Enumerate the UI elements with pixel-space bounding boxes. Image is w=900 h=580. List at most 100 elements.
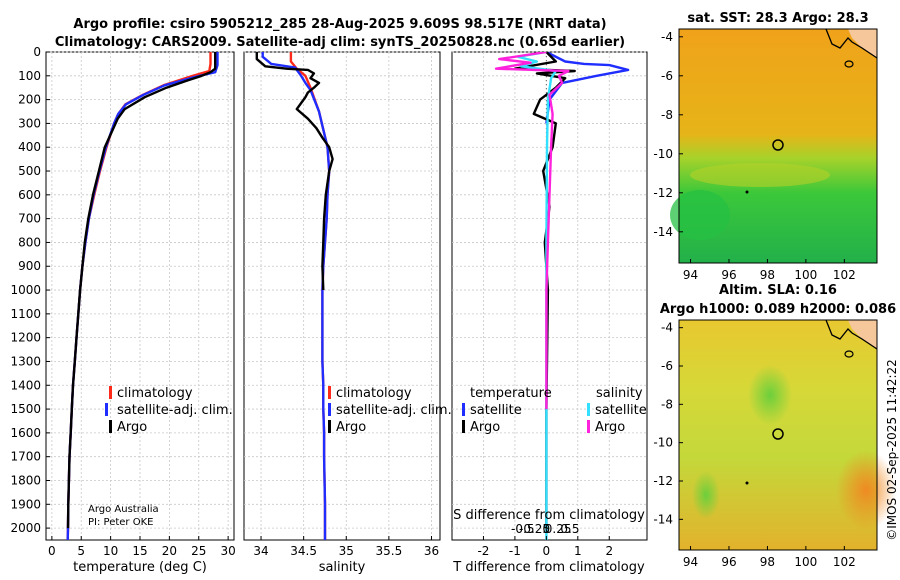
- map-y-tick-label: -6: [661, 359, 673, 373]
- y-tick-label: 1800: [10, 473, 41, 487]
- map-y-tick-label: -4: [661, 30, 673, 44]
- x-tick-label: 25: [191, 544, 206, 558]
- x-tick-label: 0: [543, 544, 551, 558]
- series-line-salinity-satellite: [516, 52, 557, 540]
- y-tick-label: 1300: [10, 354, 41, 368]
- y-tick-label: 1200: [10, 331, 41, 345]
- map-x-tick-label: 96: [721, 268, 736, 282]
- salinity-legend: climatology satellite-adj. clim. Argo: [328, 386, 452, 435]
- legend-satellite: satellite-adj. clim.: [117, 403, 233, 418]
- x-tick-label: 1: [574, 544, 582, 558]
- salinity-ticks: 34 34.5 35 35.5 36: [253, 536, 439, 558]
- y-tick-label: 900: [18, 259, 41, 273]
- sst-map-title: sat. SST: 28.3 Argo: 28.3: [687, 11, 868, 26]
- x-tick-label: 5: [77, 544, 85, 558]
- y-tick-label: 600: [18, 188, 41, 202]
- map-y-tick-label: -10: [653, 147, 673, 161]
- sla-map-title-line2: Argo h1000: 0.089 h2000: 0.086: [660, 302, 896, 317]
- legend-sal-satellite: satellite: [595, 403, 647, 418]
- imos-watermark: ©IMOS 02-Sep-2025 11:42:22: [885, 359, 899, 541]
- x-tick-label: 10: [103, 544, 118, 558]
- temperature-ticks: 0 5 10 15 20 25 30: [48, 536, 236, 558]
- legend-swatch-satellite: [328, 403, 331, 416]
- temperature-grid: [46, 51, 234, 540]
- map-x-tick-label: 98: [760, 268, 775, 282]
- x-tick-label: -1: [509, 544, 521, 558]
- argo-float-marker: [772, 139, 784, 151]
- x-tick-label: 35: [339, 544, 354, 558]
- map-y-tick-label: -12: [653, 474, 673, 488]
- map-x-tick-label: 100: [794, 555, 817, 569]
- temperature-lines: [66, 52, 219, 540]
- map-y-tick-label: -14: [653, 512, 673, 526]
- legend-header-temperature: temperature: [470, 386, 552, 401]
- map-x-tick-label: 98: [760, 555, 775, 569]
- coastline: [825, 319, 878, 350]
- y-tick-label: 1100: [10, 307, 41, 321]
- legend-swatch-temp-argo: [462, 420, 465, 433]
- series-line-salinity-argo: [494, 52, 570, 410]
- sla-low-patch: [748, 365, 792, 425]
- y-tick-label: 400: [18, 140, 41, 154]
- legend-argo: Argo: [336, 420, 366, 435]
- legend-swatch-satellite: [105, 403, 108, 416]
- map-y-tick-label: -8: [661, 108, 673, 122]
- series-line-argo: [66, 52, 217, 529]
- land-sumatra: [848, 320, 877, 349]
- land-sumatra: [848, 29, 877, 58]
- map-y-tick-label: -10: [653, 436, 673, 450]
- legend-swatch-sal-argo: [587, 420, 590, 433]
- map-y-tick-label: -8: [661, 397, 673, 411]
- sst-transition-band: [690, 163, 830, 187]
- x-tick-label: 34.5: [290, 544, 317, 558]
- y-tick-label: 800: [18, 235, 41, 249]
- sla-map-title-line1: Altim. SLA: 0.16: [719, 283, 837, 298]
- legend-temp-satellite: satellite: [470, 403, 522, 418]
- christmas-island-marker: [745, 481, 749, 485]
- sla-map-frame: [678, 319, 878, 551]
- map-x-tick-label: 100: [794, 268, 817, 282]
- y-tick-label: 1000: [10, 283, 41, 297]
- difference-xlabel: T difference from climatology: [452, 560, 645, 575]
- map-x-tick-label: 94: [683, 555, 698, 569]
- depth-ticks: 0 100 200 300 400 500 600 700 800 900 1000 1100 1200…: [10, 45, 50, 535]
- x-tick-label: 36: [424, 544, 439, 558]
- x-tick-label: -2: [477, 544, 489, 558]
- s-diff-tick-label: 0.25: [545, 522, 572, 536]
- x-tick-label: 2: [605, 544, 613, 558]
- legend-temp-argo: Argo: [470, 420, 500, 435]
- temperature-legend: climatology satellite-adj. clim. Argo: [105, 386, 233, 435]
- sst-warm-patch: [670, 190, 730, 240]
- map-x-tick-label: 102: [833, 555, 856, 569]
- map-x-tick-label: 102: [833, 268, 856, 282]
- legend-sal-argo: Argo: [595, 420, 625, 435]
- difference-lines: [494, 52, 630, 540]
- series-line-argo: [255, 52, 334, 291]
- coastline: [825, 28, 878, 59]
- legend-argo: Argo: [117, 420, 147, 435]
- sla-low-patch-west: [692, 471, 720, 519]
- legend-swatch-argo: [328, 420, 331, 433]
- legend-swatch-climatology: [109, 386, 112, 399]
- y-tick-label: 1700: [10, 450, 41, 464]
- sst-map-ticks: 94 96 98 100 102 -4 -6 -8 -10 -12 -14: [653, 30, 855, 282]
- legend-satellite: satellite-adj. clim.: [336, 403, 452, 418]
- y-tick-label: 1400: [10, 378, 41, 392]
- y-tick-label: 1600: [10, 426, 41, 440]
- s-difference-label: S difference from climatology: [453, 508, 645, 523]
- y-tick-label: 200: [18, 93, 41, 107]
- sst-map: [670, 28, 878, 264]
- temperature-xlabel: temperature (deg C): [73, 560, 207, 575]
- sst-map-frame: [678, 28, 878, 264]
- x-tick-label: 34: [253, 544, 268, 558]
- map-y-tick-label: -14: [653, 225, 673, 239]
- sla-high-patch: [836, 450, 896, 530]
- salinity-panel: [243, 51, 441, 541]
- credit-line1: Argo Australia: [88, 504, 159, 515]
- s-diff-tick-label: -0.25: [519, 522, 550, 536]
- island-outline: [844, 60, 854, 68]
- salinity-lines: [255, 52, 334, 540]
- s-diff-tick-label: -0.5: [511, 522, 534, 536]
- difference-panel: [451, 51, 648, 541]
